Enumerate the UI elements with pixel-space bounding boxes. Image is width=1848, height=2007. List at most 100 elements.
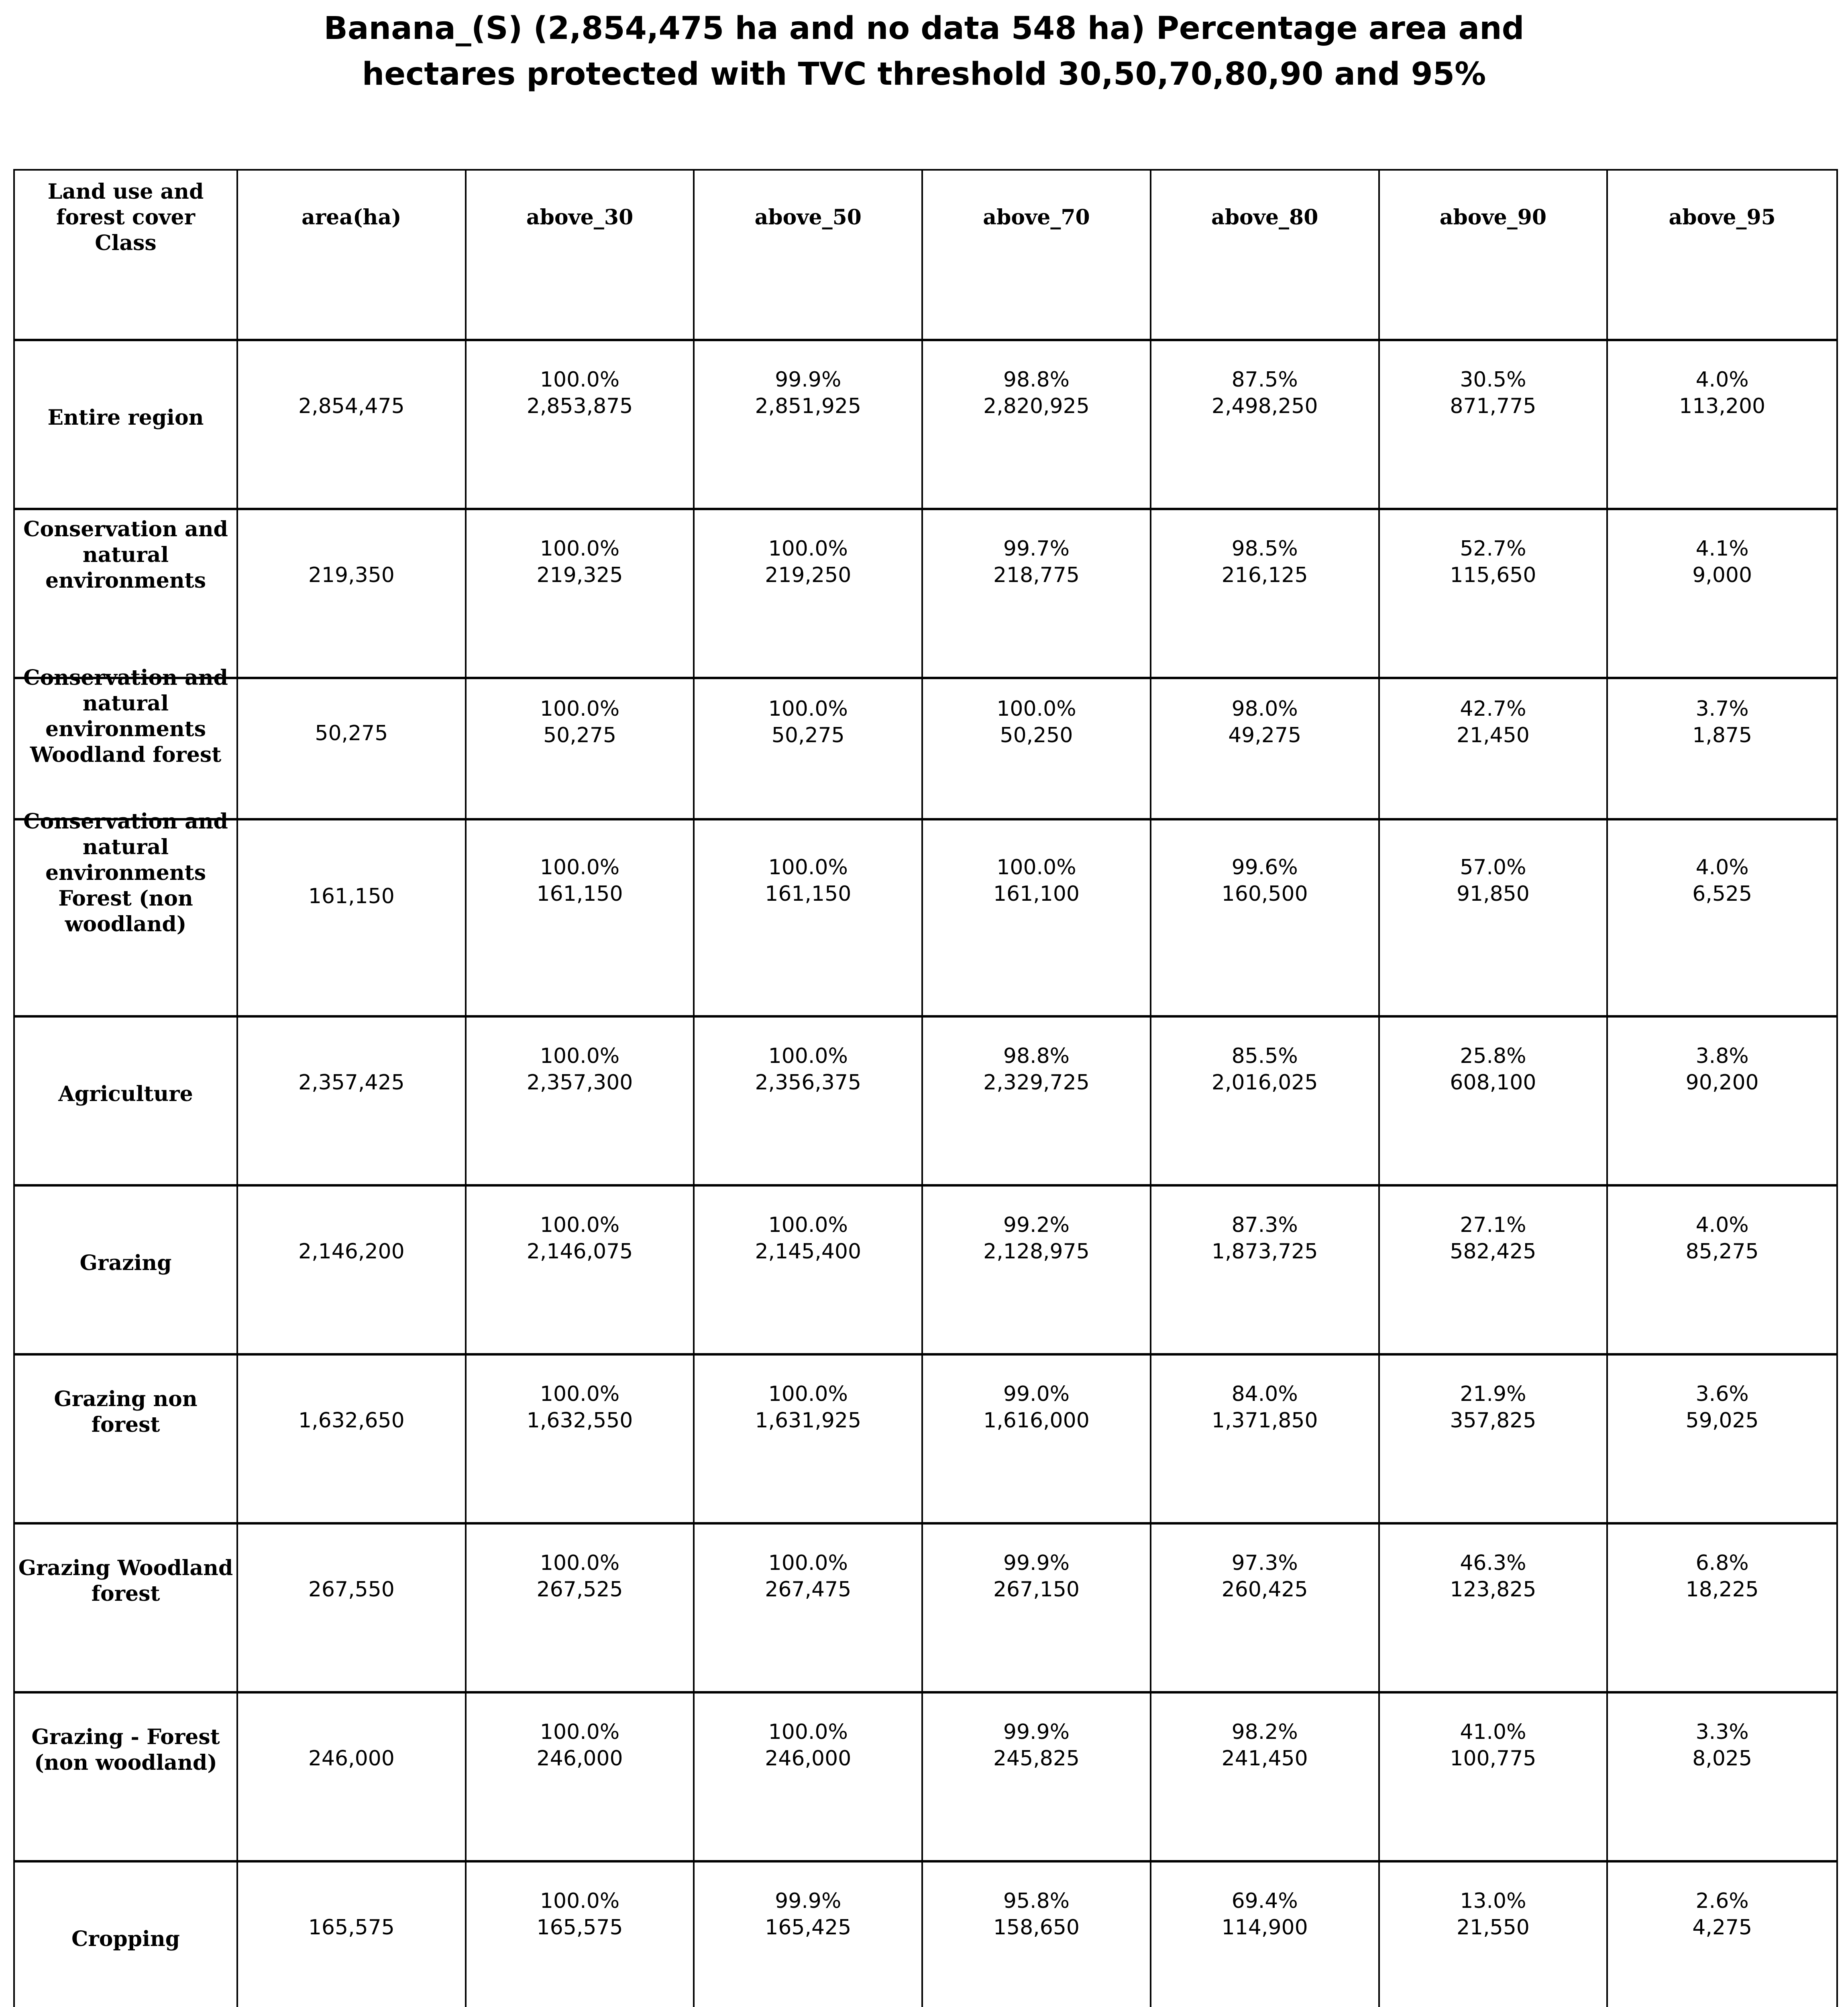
area-value: 1,632,650 [298, 1408, 405, 1433]
value-cell: 100.0% 267,525 [466, 1525, 695, 1694]
hectares-value: 91,850 [1456, 882, 1530, 906]
value-cell: 100.0% 267,475 [695, 1525, 923, 1694]
hectares-value: 123,825 [1450, 1577, 1536, 1602]
value-cell: 13.0% 21,550 [1379, 1862, 1608, 2007]
hectares-value: 50,250 [1000, 723, 1073, 748]
percent-value: 100.0% [540, 1213, 620, 1237]
value-cell: 52.7% 115,650 [1379, 510, 1608, 679]
hectares-value: 2,329,725 [983, 1070, 1090, 1095]
value-block: 4.0% 6,525 [1602, 854, 1842, 907]
value-cell: 42.7% 21,450 [1379, 679, 1608, 820]
percent-value: 98.5% [1231, 536, 1298, 561]
percent-value: 100.0% [540, 1044, 620, 1068]
row-label-cell: Cropping [15, 1862, 238, 2007]
percent-value: 100.0% [540, 697, 620, 721]
value-block: 100.0% 2,356,375 [689, 1043, 927, 1096]
value-block: 100.0% 219,325 [461, 535, 699, 588]
value-block: 100.0% 2,146,075 [461, 1212, 699, 1265]
row-label: Agriculture [58, 1081, 193, 1106]
hectares-value: 267,150 [993, 1577, 1080, 1602]
percent-value: 100.0% [540, 1382, 620, 1406]
area-cell: 2,854,475 [238, 341, 467, 510]
hectares-value: 1,873,725 [1211, 1239, 1318, 1264]
column-header-label: above_90 [1439, 205, 1547, 230]
value-cell: 100.0% 1,631,925 [695, 1356, 923, 1525]
hectares-value: 9,000 [1692, 563, 1752, 587]
hectares-value: 115,650 [1450, 563, 1536, 587]
value-cell: 100.0% 2,357,300 [466, 1018, 695, 1187]
value-block: 99.0% 1,616,000 [917, 1381, 1155, 1434]
page-title: Banana_(S) (2,854,475 ha and no data 548… [0, 6, 1848, 97]
percent-value: 46.3% [1460, 1551, 1526, 1575]
percent-value: 4.0% [1695, 1213, 1749, 1237]
value-block: 100.0% 50,275 [461, 696, 699, 749]
value-cell: 3.6% 59,025 [1608, 1356, 1836, 1525]
value-cell: 98.2% 241,450 [1151, 1694, 1380, 1862]
value-block: 100.0% 165,575 [461, 1888, 699, 1941]
percent-value: 98.0% [1231, 697, 1298, 721]
percent-value: 100.0% [540, 1551, 620, 1575]
column-header-cell: above_30 [466, 171, 695, 341]
percent-value: 87.3% [1231, 1213, 1298, 1237]
value-cell: 84.0% 1,371,850 [1151, 1356, 1380, 1525]
area-value: 246,000 [308, 1746, 395, 1771]
hectares-value: 218,775 [993, 563, 1080, 587]
hectares-value: 871,775 [1450, 394, 1536, 418]
area-cell: 161,150 [238, 820, 467, 1018]
value-cell: 69.4% 114,900 [1151, 1862, 1380, 2007]
row-label: Grazing - Forest (non woodland) [31, 1725, 220, 1775]
value-block: 99.9% 165,425 [689, 1888, 927, 1941]
percent-value: 52.7% [1460, 536, 1526, 561]
percent-value: 4.0% [1695, 367, 1749, 392]
value-block: 25.8% 608,100 [1374, 1043, 1612, 1096]
percent-value: 57.0% [1460, 855, 1526, 880]
value-cell: 98.8% 2,820,925 [923, 341, 1151, 510]
value-block: 69.4% 114,900 [1146, 1888, 1384, 1941]
hectares-value: 21,550 [1456, 1915, 1530, 1940]
value-cell: 99.9% 2,851,925 [695, 341, 923, 510]
page-title-line1: Banana_(S) (2,854,475 ha and no data 548… [324, 10, 1524, 47]
percent-value: 99.6% [1231, 855, 1298, 880]
hectares-value: 50,275 [771, 723, 845, 748]
percent-value: 97.3% [1231, 1551, 1298, 1575]
value-block: 84.0% 1,371,850 [1146, 1381, 1384, 1434]
value-cell: 25.8% 608,100 [1379, 1018, 1608, 1187]
percent-value: 3.3% [1695, 1720, 1749, 1744]
value-block: 42.7% 21,450 [1374, 696, 1612, 749]
hectares-value: 2,853,875 [526, 394, 633, 418]
value-cell: 27.1% 582,425 [1379, 1187, 1608, 1356]
value-block: 57.0% 91,850 [1374, 854, 1612, 907]
area-cell: 165,575 [238, 1862, 467, 2007]
value-cell: 100.0% 2,146,075 [466, 1187, 695, 1356]
column-header-label: above_50 [754, 205, 862, 230]
percent-value: 2.6% [1695, 1889, 1749, 1913]
percent-value: 100.0% [540, 855, 620, 880]
hectares-value: 161,150 [536, 882, 623, 906]
value-cell: 4.0% 85,275 [1608, 1187, 1836, 1356]
value-block: 27.1% 582,425 [1374, 1212, 1612, 1265]
hectares-value: 219,250 [765, 563, 852, 587]
data-table: Land use and forest cover Class area(ha) a… [13, 169, 1838, 2007]
hectares-value: 216,125 [1221, 563, 1308, 587]
value-cell: 98.0% 49,275 [1151, 679, 1380, 820]
hectares-value: 267,525 [536, 1577, 623, 1602]
value-cell: 99.9% 267,150 [923, 1525, 1151, 1694]
hectares-value: 165,425 [765, 1915, 852, 1940]
value-cell: 100.0% 2,853,875 [466, 341, 695, 510]
value-cell: 100.0% 1,632,550 [466, 1356, 695, 1525]
percent-value: 100.0% [768, 697, 848, 721]
value-block: 100.0% 50,250 [917, 696, 1155, 749]
value-cell: 100.0% 2,145,400 [695, 1187, 923, 1356]
hectares-value: 114,900 [1221, 1915, 1308, 1940]
row-label-cell: Grazing - Forest (non woodland) [15, 1694, 238, 1862]
area-cell: 50,275 [238, 679, 467, 820]
hectares-value: 49,275 [1228, 723, 1302, 748]
percent-value: 99.9% [1003, 1551, 1070, 1575]
value-cell: 87.5% 2,498,250 [1151, 341, 1380, 510]
value-block: 4.1% 9,000 [1602, 535, 1842, 588]
hectares-value: 165,575 [536, 1915, 623, 1940]
hectares-value: 1,631,925 [755, 1408, 862, 1433]
page-title-line2: hectares protected with TVC threshold 30… [362, 56, 1486, 92]
value-block: 100.0% 161,150 [461, 854, 699, 907]
value-cell: 4.1% 9,000 [1608, 510, 1836, 679]
